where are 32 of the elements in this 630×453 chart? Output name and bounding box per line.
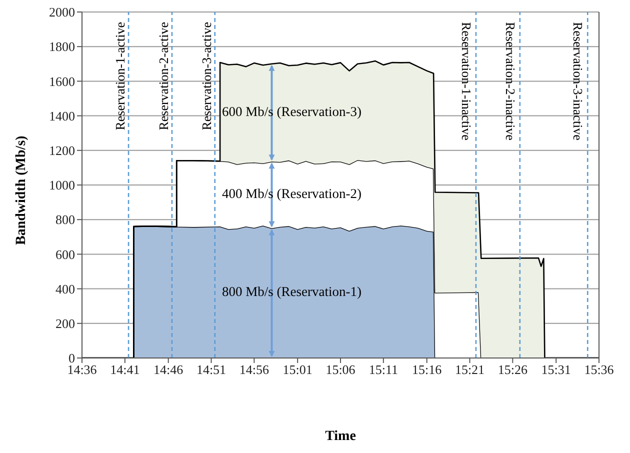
x-axis-title: Time xyxy=(325,429,356,444)
x-tick-label: 15:26 xyxy=(498,362,528,378)
x-tick-label: 15:01 xyxy=(282,362,312,378)
x-tick-label: 15:11 xyxy=(368,362,398,378)
y-tick-label: 1800 xyxy=(49,39,75,54)
x-tick-label: 15:31 xyxy=(541,362,571,378)
y-tick-label: 1600 xyxy=(49,74,75,89)
y-tick-label: 1200 xyxy=(49,143,75,158)
ref-line-label: Reservation-3-active xyxy=(198,22,214,130)
y-tick-label: 200 xyxy=(56,316,75,332)
y-tick-label: 800 xyxy=(56,212,75,228)
x-tick-label: 14:51 xyxy=(196,362,226,378)
x-tick-label: 15:06 xyxy=(326,362,356,378)
ref-line-label: Reservation-1-inactive xyxy=(458,22,474,141)
ref-line-label: Reservation-2-inactive xyxy=(502,22,518,141)
annotation: 800 Mb/s (Reservation-1) xyxy=(222,284,362,300)
annotation: 600 Mb/s (Reservation-3) xyxy=(222,104,362,119)
y-tick-label: 1400 xyxy=(49,108,75,124)
ref-line-label: Reservation-3-inactive xyxy=(570,22,586,141)
x-tick-label: 14:56 xyxy=(239,362,270,378)
ref-line-label: Reservation-2-active xyxy=(156,22,171,130)
y-tick-label: 600 xyxy=(56,246,75,262)
x-tick-label: 15:21 xyxy=(454,362,485,378)
x-tick-label: 15:16 xyxy=(412,362,442,378)
y-tick-label: 400 xyxy=(56,281,75,296)
ref-line-label: Reservation-1-active xyxy=(112,22,128,130)
x-tick-label: 14:46 xyxy=(154,362,184,378)
x-tick-label: 14:41 xyxy=(110,362,140,378)
y-axis-title: Bandwidth (Mb/s) xyxy=(14,135,29,245)
y-tick-label: 1000 xyxy=(49,178,75,193)
x-tick-label: 15:36 xyxy=(584,362,614,378)
y-tick-label: 2000 xyxy=(49,4,75,20)
